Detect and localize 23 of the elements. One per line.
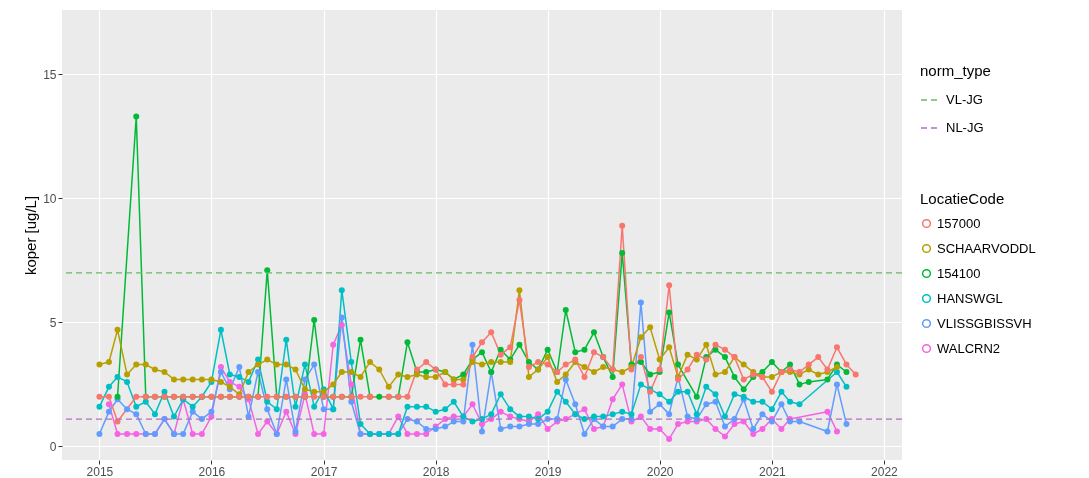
- legend-label: VL-JG: [946, 92, 983, 107]
- y-tick-label: 10: [43, 191, 57, 206]
- legend-label: WALCRN2: [937, 340, 1001, 356]
- y-tick-label: 15: [43, 67, 57, 82]
- x-tick-label: 2015: [86, 464, 114, 478]
- y-tick-label: 5: [49, 315, 57, 330]
- x-tick-label: 2022: [871, 464, 899, 478]
- legend-label: VLISSGBISSVH: [937, 315, 1032, 331]
- x-tick-label: 2019: [534, 464, 562, 478]
- legend-label: 154100: [937, 265, 981, 281]
- x-tick-label: 2020: [646, 464, 674, 478]
- y-tick-label: 0: [49, 439, 57, 454]
- x-tick-label: 2016: [198, 464, 226, 478]
- legend-label: HANSWGL: [937, 290, 1003, 306]
- x-tick-label: 2021: [759, 464, 787, 478]
- legend-label: 157000: [937, 215, 981, 231]
- x-tick-label: 2017: [310, 464, 338, 478]
- x-tick-label: 2018: [422, 464, 450, 478]
- legend-label: SCHAARVODDL: [937, 240, 1036, 256]
- y-axis-title: koper [ug/L]: [22, 195, 40, 276]
- legend-title: LocatieCode: [920, 190, 1005, 207]
- text: norm_type: [920, 62, 991, 79]
- legend-label: NL-JG: [946, 120, 984, 135]
